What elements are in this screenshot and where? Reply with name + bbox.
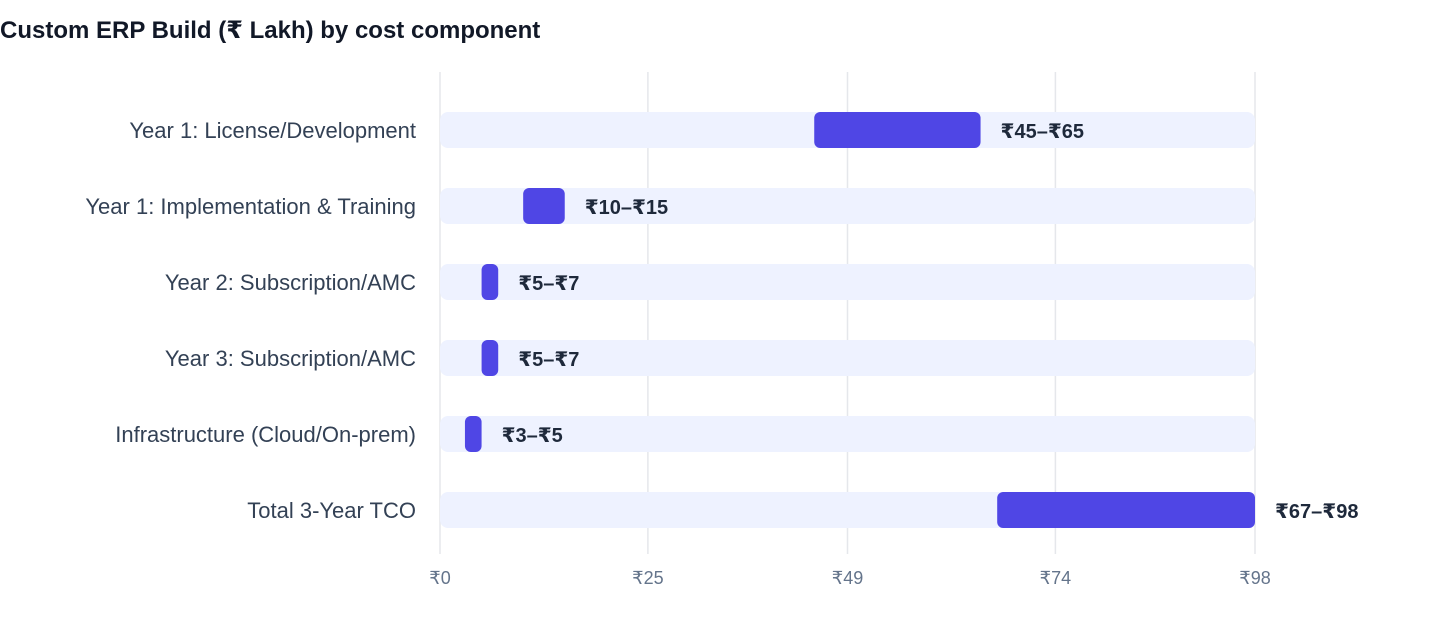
category-label: Year 1: License/Development: [129, 118, 416, 143]
value-label: ₹45–₹65: [1001, 121, 1084, 143]
x-tick-label: ₹25: [632, 568, 663, 588]
range-bar: [997, 492, 1255, 528]
range-bar: [523, 188, 565, 224]
chart-title: Custom ERP Build (₹ Lakh) by cost compon…: [0, 17, 541, 44]
bar-track: [440, 340, 1255, 376]
value-label: ₹67–₹98: [1275, 501, 1358, 523]
category-label: Infrastructure (Cloud/On-prem): [115, 422, 416, 447]
track-layer: [440, 112, 1255, 528]
bar-layer: [464, 112, 1255, 528]
value-label: ₹5–₹7: [518, 273, 579, 295]
bar-track: [440, 416, 1255, 452]
category-label: Year 3: Subscription/AMC: [165, 346, 416, 371]
category-label: Year 2: Subscription/AMC: [165, 270, 416, 295]
grid-layer: [439, 72, 1256, 548]
range-bar: [481, 340, 499, 376]
x-tick-label: ₹49: [832, 568, 863, 588]
tick-layer: ₹0 ₹25 ₹49 ₹74 ₹98: [429, 548, 1271, 588]
range-bar: [814, 112, 981, 148]
range-bar: [464, 416, 482, 452]
bar-track: [440, 188, 1255, 224]
value-label: ₹10–₹15: [585, 197, 668, 219]
value-label: ₹5–₹7: [518, 349, 579, 371]
value-label: ₹3–₹5: [502, 425, 563, 447]
x-tick-label: ₹74: [1040, 568, 1071, 588]
bar-track: [440, 264, 1255, 300]
x-tick-label: ₹98: [1239, 568, 1270, 588]
category-label: Year 1: Implementation & Training: [85, 194, 416, 219]
label-layer: Year 1: License/Development ₹45–₹65 Year 1…: [85, 118, 1358, 523]
range-bar: [481, 264, 499, 300]
x-tick-label: ₹0: [429, 568, 450, 588]
category-label: Total 3-Year TCO: [247, 498, 416, 523]
